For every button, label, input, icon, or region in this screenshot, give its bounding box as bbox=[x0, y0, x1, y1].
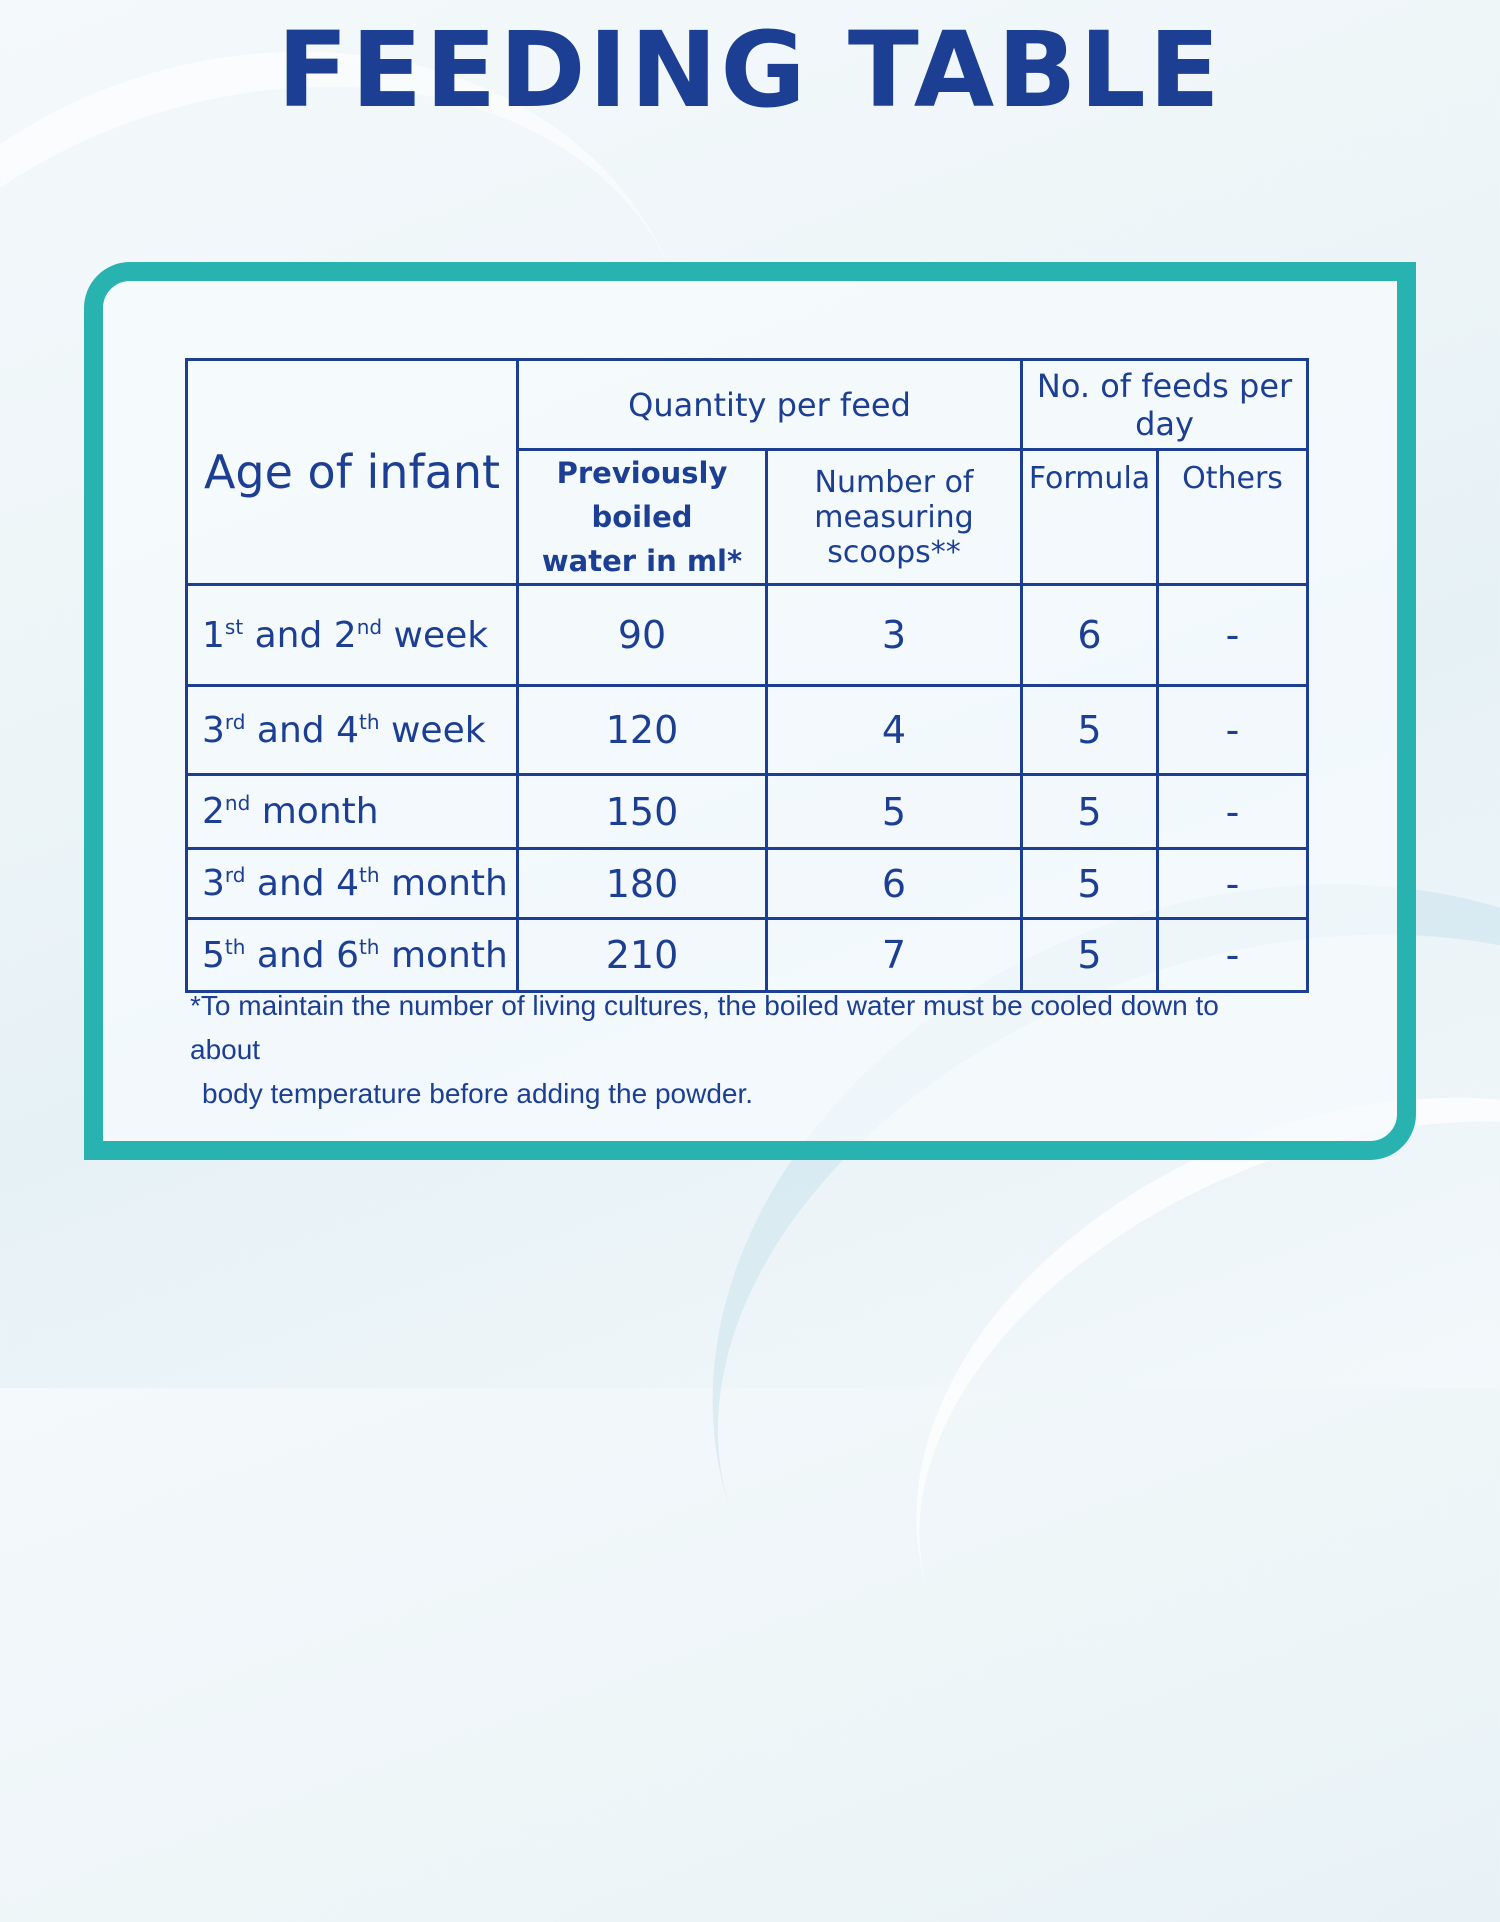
age-text: week bbox=[379, 709, 486, 751]
table-body: 1st and 2nd week 90 3 6-3rd and 4th week 120… bbox=[185, 583, 1310, 993]
ordinal-suffix: rd bbox=[224, 863, 246, 887]
scoops-cell: 3 bbox=[764, 583, 1024, 687]
scoops-cell: 5 bbox=[764, 773, 1024, 850]
page-title: FEEDING TABLE bbox=[277, 9, 1223, 131]
formula-feeds-cell: 6 bbox=[1020, 583, 1160, 687]
age-cell: 1st and 2nd week bbox=[185, 583, 519, 687]
others-feeds-cell: - bbox=[1156, 917, 1310, 993]
age-number: 3 bbox=[202, 863, 225, 904]
age-number: 4 bbox=[336, 863, 360, 904]
header-quantity-per-feed: Quantity per feed bbox=[515, 358, 1024, 451]
ordinal-suffix: th bbox=[359, 863, 380, 887]
footnote-line1: *To maintain the number of living cultur… bbox=[190, 990, 1219, 1065]
age-text: month bbox=[379, 863, 508, 904]
age-number: 3 bbox=[202, 709, 225, 751]
header-formula: Formula bbox=[1020, 448, 1160, 586]
water-ml-cell: 180 bbox=[516, 847, 768, 920]
age-text: month bbox=[250, 791, 379, 832]
age-number: 1 bbox=[202, 614, 225, 656]
scoops-cell: 7 bbox=[764, 917, 1024, 993]
age-number: 4 bbox=[336, 709, 360, 751]
age-number: 2 bbox=[202, 791, 225, 832]
header-boiled-water-line1: Previously boiled bbox=[556, 456, 728, 534]
header-others: Others bbox=[1156, 448, 1310, 586]
ordinal-suffix: th bbox=[359, 709, 380, 734]
others-feeds-cell: - bbox=[1156, 684, 1310, 776]
formula-feeds-cell: 5 bbox=[1020, 773, 1160, 850]
age-text: and bbox=[243, 614, 334, 656]
ordinal-suffix: th bbox=[358, 934, 380, 959]
ordinal-suffix: rd bbox=[224, 709, 246, 734]
age-cell: 3rd and 4th month bbox=[185, 847, 519, 920]
age-cell: 2nd month bbox=[185, 773, 519, 850]
water-ml-cell: 150 bbox=[516, 773, 768, 850]
others-feeds-cell: - bbox=[1156, 773, 1310, 850]
table-row: 1st and 2nd week 90 3 6- bbox=[185, 583, 1310, 687]
formula-feeds-cell: 5 bbox=[1020, 847, 1160, 920]
age-number: 5 bbox=[202, 934, 225, 976]
age-text: and bbox=[245, 709, 337, 751]
ordinal-suffix: st bbox=[224, 614, 244, 639]
ordinal-suffix: nd bbox=[356, 614, 383, 639]
age-text: and bbox=[245, 863, 337, 904]
header-feeds-per-day: No. of feeds per day bbox=[1020, 358, 1310, 451]
formula-feeds-cell: 5 bbox=[1020, 917, 1160, 993]
table-row: 5th and 6th month 210 7 5- bbox=[185, 917, 1310, 993]
others-feeds-cell: - bbox=[1156, 847, 1310, 920]
feeding-table: Age of infant Quantity per feed No. of f… bbox=[185, 358, 1310, 993]
ordinal-suffix: th bbox=[224, 934, 246, 959]
table-row: 3rd and 4th month 180 6 5- bbox=[185, 847, 1310, 920]
scoops-cell: 4 bbox=[764, 684, 1024, 776]
ordinal-suffix: nd bbox=[224, 791, 251, 815]
water-ml-cell: 210 bbox=[516, 917, 768, 993]
footnote-line2: body temperature before adding the powde… bbox=[202, 1078, 754, 1109]
age-text: month bbox=[379, 934, 508, 976]
water-ml-cell: 90 bbox=[516, 583, 768, 687]
age-cell: 5th and 6th month bbox=[185, 917, 519, 993]
header-scoops-line1: Number of bbox=[814, 464, 974, 500]
header-boiled-water-line2: water in ml* bbox=[541, 544, 743, 578]
header-age-of-infant: Age of infant bbox=[185, 358, 519, 586]
table-row: 2nd month 150 5 5- bbox=[185, 773, 1310, 850]
water-ml-cell: 120 bbox=[516, 684, 768, 776]
formula-feeds-cell: 5 bbox=[1020, 684, 1160, 776]
header-scoops-line2: measuring scoops** bbox=[814, 499, 974, 570]
header-boiled-water: Previously boiled water in ml* bbox=[516, 448, 768, 586]
footnote: *To maintain the number of living cultur… bbox=[190, 984, 1220, 1116]
scoops-cell: 6 bbox=[764, 847, 1024, 920]
age-number: 2 bbox=[333, 614, 357, 656]
others-feeds-cell: - bbox=[1156, 583, 1310, 687]
header-measuring-scoops: Number of measuring scoops** bbox=[764, 448, 1024, 586]
age-text: week bbox=[382, 614, 489, 656]
age-cell: 3rd and 4th week bbox=[185, 684, 519, 776]
age-number: 6 bbox=[336, 934, 359, 976]
age-text: and bbox=[245, 934, 337, 976]
table-row: 3rd and 4th week 120 4 5- bbox=[185, 684, 1310, 776]
